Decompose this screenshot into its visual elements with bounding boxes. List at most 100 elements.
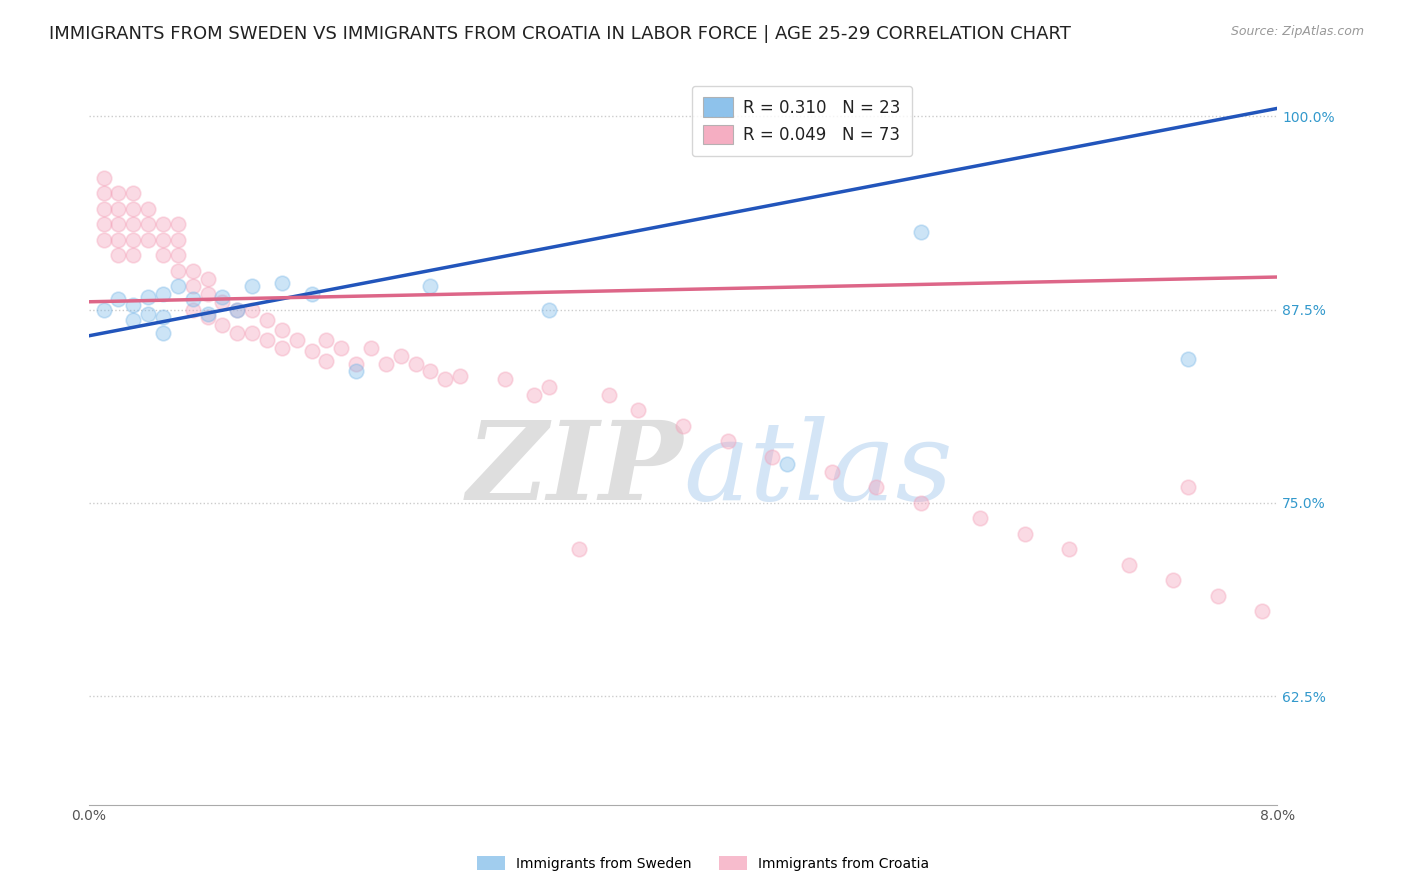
Text: atlas: atlas bbox=[683, 417, 953, 524]
Point bbox=[167, 218, 190, 232]
Point bbox=[122, 218, 145, 232]
Point bbox=[419, 279, 441, 293]
Point bbox=[167, 248, 190, 262]
Point bbox=[107, 248, 129, 262]
Text: ZIP: ZIP bbox=[467, 417, 683, 524]
Point bbox=[910, 225, 932, 239]
Point bbox=[136, 233, 159, 247]
Point bbox=[122, 298, 145, 312]
Point bbox=[716, 434, 738, 448]
Point bbox=[270, 341, 292, 355]
Point bbox=[1206, 589, 1229, 603]
Point bbox=[136, 290, 159, 304]
Point bbox=[181, 302, 204, 317]
Point bbox=[152, 233, 174, 247]
Point bbox=[434, 372, 457, 386]
Point bbox=[315, 334, 337, 348]
Point bbox=[226, 302, 249, 317]
Point bbox=[240, 326, 263, 340]
Point bbox=[1177, 480, 1199, 494]
Point bbox=[197, 287, 219, 301]
Point bbox=[1118, 558, 1140, 572]
Point bbox=[167, 233, 190, 247]
Point bbox=[240, 302, 263, 317]
Point bbox=[152, 218, 174, 232]
Point bbox=[93, 218, 115, 232]
Point bbox=[315, 353, 337, 368]
Point bbox=[270, 323, 292, 337]
Point bbox=[523, 387, 546, 401]
Point bbox=[107, 218, 129, 232]
Point bbox=[181, 264, 204, 278]
Point bbox=[1014, 526, 1036, 541]
Point bbox=[494, 372, 516, 386]
Point bbox=[344, 364, 367, 378]
Point bbox=[598, 387, 620, 401]
Point bbox=[820, 465, 842, 479]
Point bbox=[181, 279, 204, 293]
Point bbox=[107, 292, 129, 306]
Point bbox=[910, 496, 932, 510]
Point bbox=[93, 202, 115, 216]
Point bbox=[211, 290, 233, 304]
Point bbox=[256, 334, 278, 348]
Point bbox=[197, 310, 219, 325]
Point bbox=[1161, 574, 1184, 588]
Point bbox=[776, 457, 799, 471]
Point bbox=[419, 364, 441, 378]
Point bbox=[256, 313, 278, 327]
Point bbox=[538, 380, 561, 394]
Point bbox=[122, 313, 145, 327]
Point bbox=[136, 218, 159, 232]
Point bbox=[152, 310, 174, 325]
Point bbox=[167, 279, 190, 293]
Point bbox=[568, 542, 591, 557]
Point bbox=[449, 369, 471, 384]
Point bbox=[865, 480, 887, 494]
Point bbox=[405, 357, 427, 371]
Text: Source: ZipAtlas.com: Source: ZipAtlas.com bbox=[1230, 25, 1364, 38]
Point bbox=[136, 202, 159, 216]
Point bbox=[122, 248, 145, 262]
Point bbox=[374, 357, 396, 371]
Point bbox=[226, 326, 249, 340]
Legend: R = 0.310   N = 23, R = 0.049   N = 73: R = 0.310 N = 23, R = 0.049 N = 73 bbox=[692, 86, 912, 156]
Point bbox=[344, 357, 367, 371]
Point bbox=[107, 233, 129, 247]
Point bbox=[761, 450, 783, 464]
Point bbox=[107, 186, 129, 201]
Text: IMMIGRANTS FROM SWEDEN VS IMMIGRANTS FROM CROATIA IN LABOR FORCE | AGE 25-29 COR: IMMIGRANTS FROM SWEDEN VS IMMIGRANTS FRO… bbox=[49, 25, 1071, 43]
Point bbox=[1059, 542, 1081, 557]
Point bbox=[270, 277, 292, 291]
Point bbox=[152, 287, 174, 301]
Point bbox=[107, 202, 129, 216]
Point bbox=[197, 307, 219, 321]
Point bbox=[197, 271, 219, 285]
Point bbox=[330, 341, 353, 355]
Point bbox=[1251, 604, 1274, 618]
Point bbox=[240, 279, 263, 293]
Legend: Immigrants from Sweden, Immigrants from Croatia: Immigrants from Sweden, Immigrants from … bbox=[471, 851, 935, 876]
Point bbox=[389, 349, 412, 363]
Point bbox=[627, 403, 650, 417]
Point bbox=[301, 287, 323, 301]
Point bbox=[122, 233, 145, 247]
Point bbox=[93, 171, 115, 186]
Point bbox=[226, 302, 249, 317]
Point bbox=[152, 326, 174, 340]
Point bbox=[211, 294, 233, 309]
Point bbox=[301, 344, 323, 359]
Point bbox=[93, 302, 115, 317]
Point bbox=[211, 318, 233, 332]
Point bbox=[167, 264, 190, 278]
Point bbox=[152, 248, 174, 262]
Point bbox=[93, 233, 115, 247]
Point bbox=[1177, 351, 1199, 366]
Point bbox=[122, 186, 145, 201]
Point bbox=[136, 307, 159, 321]
Point bbox=[538, 302, 561, 317]
Point bbox=[969, 511, 991, 525]
Point bbox=[122, 202, 145, 216]
Point bbox=[285, 334, 308, 348]
Point bbox=[93, 186, 115, 201]
